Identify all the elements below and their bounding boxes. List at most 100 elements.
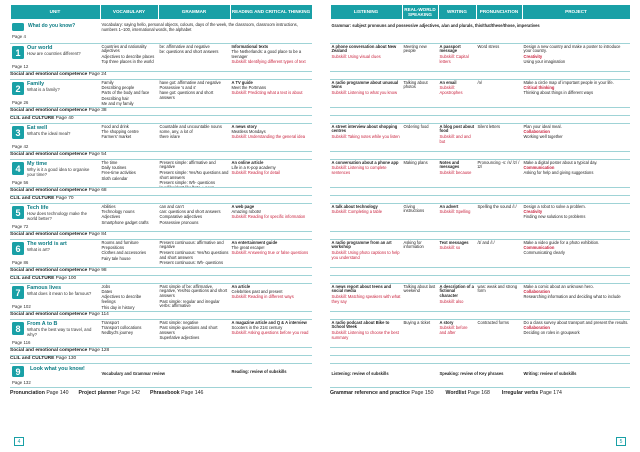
- writing-cell: An advert Subskill: Spelling: [438, 204, 476, 231]
- speaking-cell-line: Ordering food: [403, 123, 429, 129]
- grammar-cell: Past simple of be: affirmative, negative…: [158, 284, 230, 311]
- grammar-cell-line: Present simple: affirmative and negative: [159, 159, 216, 170]
- pronunciation-cell: Silent letters: [476, 124, 522, 151]
- footer-item: Wordlist Page 168: [446, 390, 490, 396]
- speaking-cell: Buying a ticket: [402, 320, 438, 347]
- project-cell-line: Communication: [523, 164, 555, 170]
- row-divider: [330, 275, 630, 276]
- section-row: CLIL and CULTURE Page 100: [10, 276, 310, 283]
- grammar-cell-line: Past simple questions and short answers: [159, 324, 218, 335]
- project-cell-line: Design a new country and make a poster t…: [523, 43, 621, 54]
- section-page: Page 130: [55, 356, 77, 362]
- unit-title: Famous lives: [27, 285, 62, 291]
- grammar-cell-line: Present continuous: affirmative and nega…: [159, 239, 224, 250]
- footer-item: Pronunciation Page 140: [10, 390, 69, 396]
- writing-cell: A story Subskill: before and after: [438, 320, 476, 347]
- grammar-cell: have got: affirmative and negative Posses…: [158, 80, 230, 107]
- project-cell: Design a robot to solve a problem. Creati…: [522, 204, 630, 231]
- reading-cell-line: An online article: [231, 159, 264, 165]
- section-row: Social and emotional competence Page 98: [10, 268, 310, 275]
- footer-page: Page 146: [181, 390, 204, 396]
- writing-cell-line: A blog post about food: [439, 123, 475, 134]
- project-cell-line: Make a digital poster about a typical da…: [523, 159, 598, 165]
- listening-cell-line: Subskill: Listening to choose the best s…: [331, 329, 399, 340]
- pronunciation-cell-line: Silent letters: [477, 123, 501, 129]
- vocabulary-cell-line: Nedbyd's journey: [101, 330, 134, 336]
- writing-cell: An email Subskill: Apostrophes: [438, 80, 476, 107]
- vocabulary-cell-line: Food and drink: [101, 123, 129, 129]
- speaking-cell-line: Talking about photos: [403, 79, 428, 90]
- listening-cell: A conversation about a phone app Subskill…: [330, 160, 402, 187]
- column-header: PROJECT: [522, 5, 630, 19]
- unit-title: Look what you know!: [30, 366, 85, 372]
- unit-title: Our world: [27, 45, 53, 51]
- reading-cell-line: Subskill: Understanding the general idea: [231, 134, 306, 140]
- pronunciation-cell: Contracted forms: [476, 320, 522, 347]
- section-page: Page 128: [88, 348, 110, 354]
- reading-cell: An article Celebrities past and present Su…: [230, 284, 312, 311]
- listening-cell-line: Subskill: Listening to complete sentence…: [331, 164, 387, 175]
- project-cell-line: Creativity: [523, 208, 543, 214]
- writing-cell-line: A story: [439, 319, 454, 325]
- unit-number: 3: [12, 126, 24, 139]
- listening-cell: A radio programme from an art workshop Su…: [330, 240, 402, 267]
- footer-label: Phrasebook: [149, 390, 180, 396]
- speaking-cell: Ordering food: [402, 124, 438, 151]
- vocabulary-cell-line: Countries and nationality adjectives: [101, 43, 147, 54]
- footer-page: Page 168: [467, 390, 490, 396]
- row-divider: [330, 363, 630, 364]
- unit-page: Page 42: [12, 144, 29, 149]
- footer-item: Irregular verbs Page 174: [502, 390, 562, 396]
- vocabulary-cell-line: Free-time activities: [101, 170, 136, 176]
- unit-page: Page 72: [12, 224, 29, 229]
- speaking-cell-line: Buying a ticket: [403, 319, 431, 325]
- project-cell-line: Working well together: [523, 134, 563, 140]
- writing-cell: Notes and messages Subskill: because: [438, 160, 476, 187]
- unit-number: 9: [12, 366, 24, 377]
- vocabulary-cell: Abilities Technology nouns Adjectives Smart…: [100, 204, 158, 231]
- vocabulary-cell-line: Adjectives to describe feelings: [101, 294, 142, 305]
- reading-cell-line: A news story: [231, 123, 257, 129]
- grammar-cell: Present continuous: affirmative and nega…: [158, 240, 230, 267]
- listening-cell: A street interview about shopping centre…: [330, 124, 402, 151]
- reading-cell: A web page Amazing robots! Subskill: Readi…: [230, 204, 312, 231]
- reading-cell-line: Subskill: Predicting what a text is abou…: [231, 90, 303, 96]
- row-divider: [10, 347, 312, 348]
- row-divider: [10, 187, 312, 188]
- grammar-cell-line: Possessive 's and s': [159, 84, 197, 90]
- reading-cell-line: Subskill: Reading in different ways: [231, 294, 294, 300]
- vocabulary-cell-line: Parts of the body and face: [101, 90, 150, 96]
- vocabulary-cell-line: Adjectives to describe places: [101, 53, 155, 59]
- project-cell-line: Make a circle map of important people in…: [523, 79, 614, 85]
- reading-cell-line: Amazing robots!: [231, 208, 262, 214]
- unit-question: What's the best way to travel, and why?: [27, 327, 92, 337]
- writing-cell-line: Subskill: before and after: [439, 324, 468, 335]
- section-page: Page 114: [88, 312, 109, 318]
- reading-cell: A TV guide Meet the Portmans Subskill: Pre…: [230, 80, 312, 107]
- row-divider: [330, 115, 630, 116]
- grammar-cell-line: be: affirmative and negative: [159, 43, 210, 49]
- vocabulary-cell-line: This day in history: [101, 304, 135, 310]
- row-divider: [330, 187, 630, 188]
- row-divider: [10, 195, 312, 196]
- vocabulary-cell: Food and drink The shopping centre Farmers…: [100, 124, 158, 151]
- section-name: Social and emotional competence: [10, 152, 88, 158]
- project-cell-line: Finding new solutions to problems: [523, 214, 586, 220]
- reading-cell: A news story Meatless Mondays Subskill: Un…: [230, 124, 312, 151]
- listening-cell-line: Subskill: Matching speakers with what th…: [331, 293, 401, 304]
- vocabulary-cell: The time Daily routines Free-time activiti…: [100, 160, 158, 187]
- listening-cell: A radio programme about unusual twins Sub…: [330, 80, 402, 107]
- pronunciation-cell-line: /ə/: [477, 79, 483, 85]
- unit-title: What do you know?: [28, 23, 76, 29]
- reading-cell-line: A TV guide: [231, 79, 253, 85]
- row-divider: [10, 267, 312, 268]
- reading-cell: An entertainment guide The great escape! S…: [230, 240, 312, 267]
- unit-page: Page 102: [12, 304, 31, 309]
- section-name: Social and emotional competence: [10, 108, 88, 114]
- reading-cell: A magazine article and Q & A interview Sc…: [230, 320, 312, 347]
- grammar-cell-line: have got: affirmative and negative: [159, 79, 221, 85]
- reading-cell-line: Meatless Mondays: [231, 128, 266, 134]
- unit-number: 6: [12, 242, 24, 255]
- row-divider: [330, 283, 630, 284]
- reading-cell-line: Informational texts: [231, 43, 269, 49]
